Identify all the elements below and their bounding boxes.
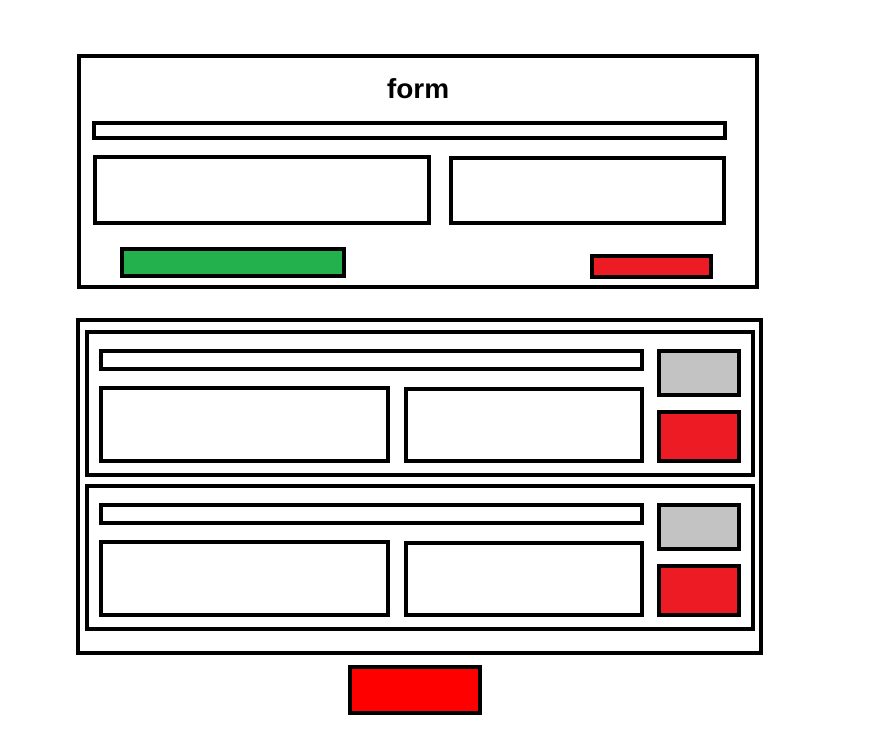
list-item-text-bar[interactable] xyxy=(99,503,644,525)
list-item-text-bar[interactable] xyxy=(99,349,644,371)
list-item-field-right[interactable] xyxy=(404,541,644,617)
form-field-left[interactable] xyxy=(93,155,431,225)
form-text-bar[interactable] xyxy=(92,121,727,140)
submit-button[interactable] xyxy=(120,247,346,278)
cancel-button[interactable] xyxy=(590,254,713,279)
list-item-delete-button[interactable] xyxy=(657,564,741,617)
list-item-field-left[interactable] xyxy=(99,386,390,463)
list-item-edit-button[interactable] xyxy=(657,503,741,551)
list-item-edit-button[interactable] xyxy=(657,349,741,397)
list-item-field-right[interactable] xyxy=(404,387,644,463)
list-item-delete-button[interactable] xyxy=(657,410,741,463)
form-field-right[interactable] xyxy=(449,156,726,225)
add-button[interactable] xyxy=(348,665,482,715)
form-title: form xyxy=(386,73,450,104)
list-item-field-left[interactable] xyxy=(99,540,390,617)
